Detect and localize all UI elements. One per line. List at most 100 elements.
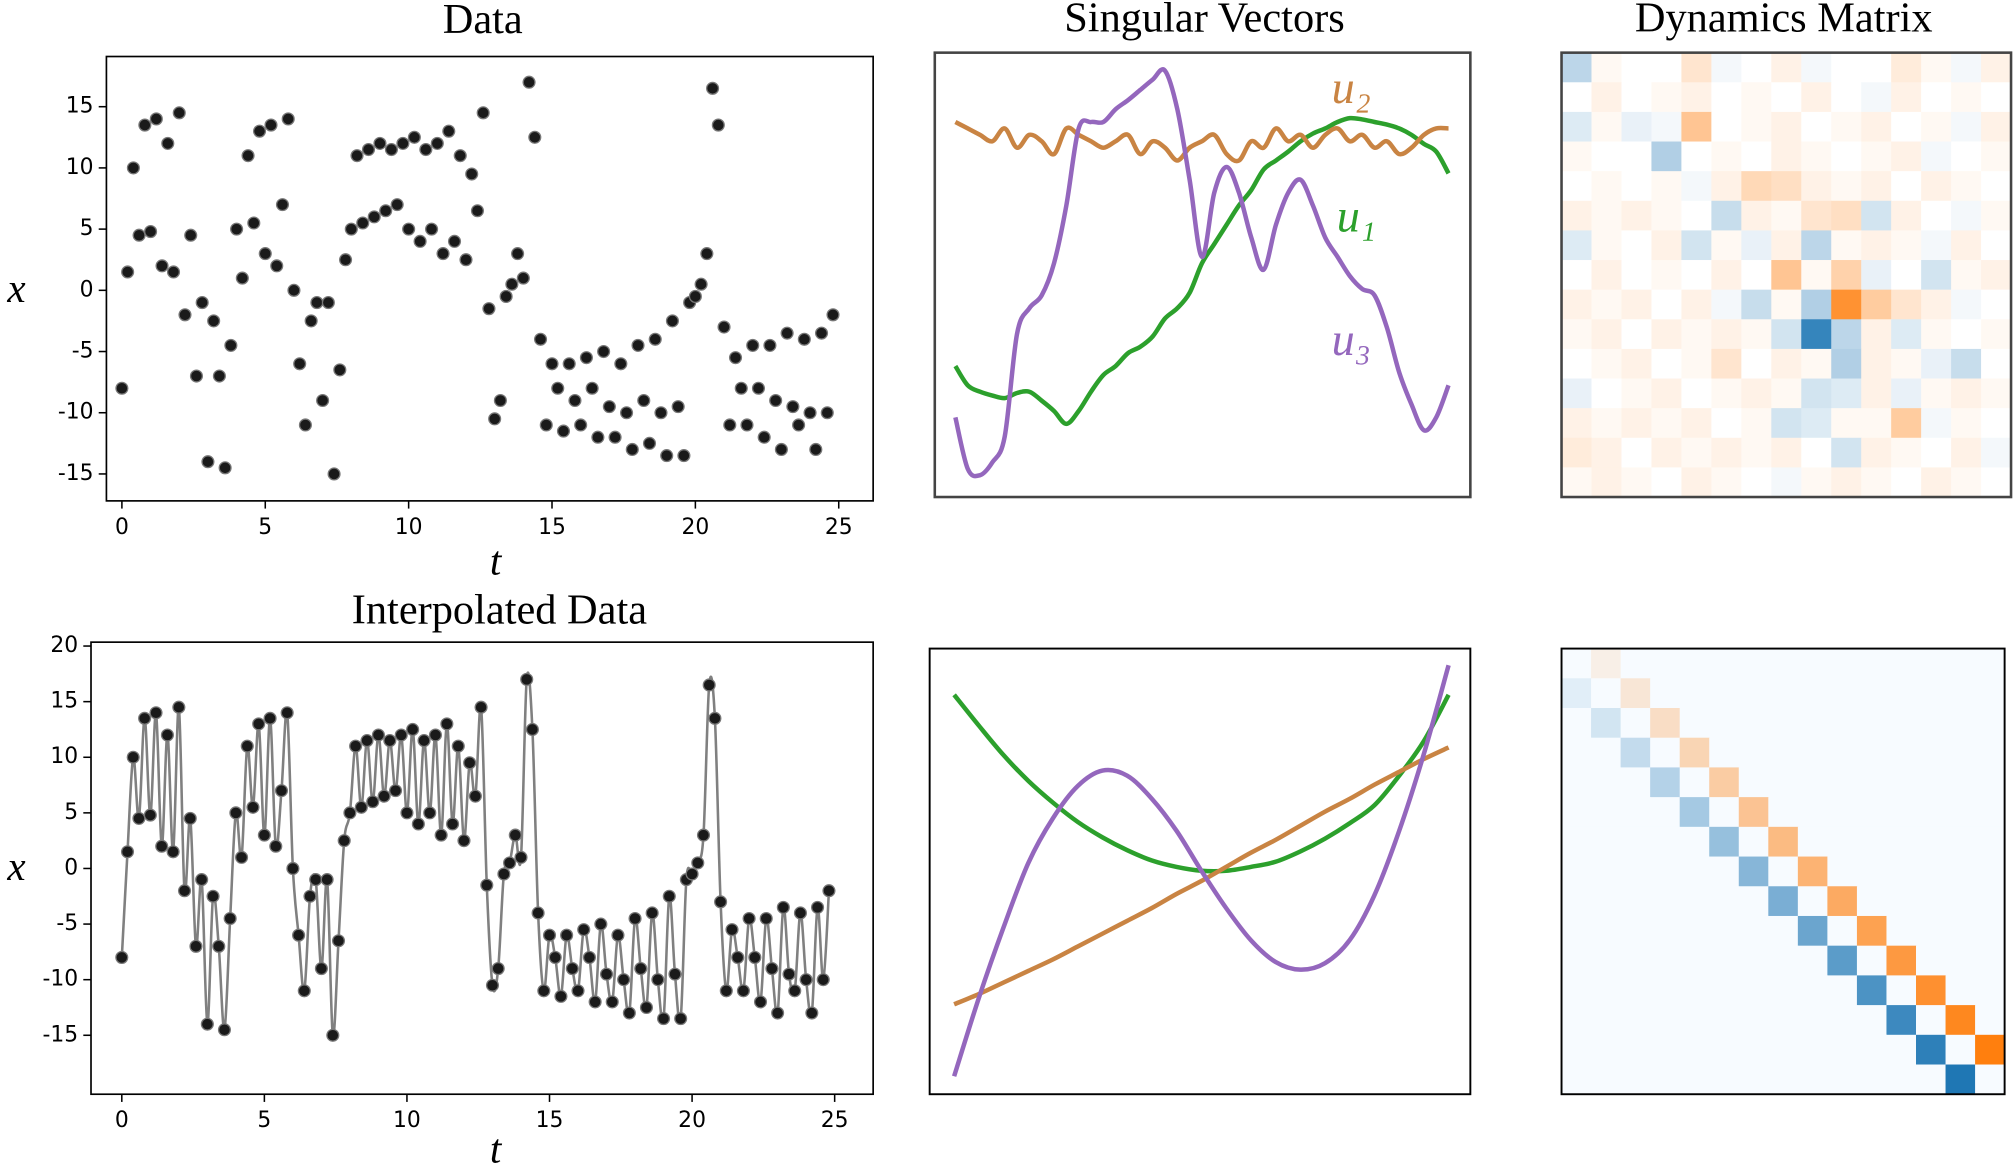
data-point (149, 112, 163, 126)
data-point (316, 393, 330, 408)
heatmap-cell (1916, 648, 1947, 679)
data-point (608, 430, 622, 444)
data-point (177, 884, 192, 898)
heatmap-cell (1768, 826, 1799, 858)
heatmap-cell (1916, 915, 1947, 947)
heatmap-cell (1827, 648, 1858, 679)
heatmap-cell (1951, 141, 1982, 172)
heatmap-cell (1856, 707, 1887, 739)
data-point (235, 850, 249, 864)
heatmap-cell (1591, 141, 1622, 172)
heatmap-cell (1827, 737, 1858, 768)
heatmap-cell (1891, 260, 1922, 291)
heatmap-cell (1651, 52, 1682, 83)
heatmap-cell (1921, 289, 1952, 320)
heatmap-cell (1709, 915, 1740, 947)
heatmap-cell (1891, 230, 1922, 261)
heatmap-cell (1591, 737, 1622, 768)
y-tick-label: 0 (64, 855, 78, 880)
heatmap-cell (1650, 975, 1681, 1006)
heatmap-cell (1886, 915, 1917, 947)
chart-title: Dynamics Matrix (1635, 0, 1933, 42)
heatmap-cell (1679, 945, 1710, 976)
data-point (337, 834, 351, 848)
heatmap-cell (1886, 1005, 1917, 1036)
heatmap-cell (1951, 52, 1982, 83)
data-point (476, 106, 490, 120)
heatmap-cell (1651, 348, 1682, 380)
heatmap-cell (1771, 230, 1802, 261)
heatmap-cell (1981, 467, 2012, 498)
plot-frame (1560, 647, 2006, 1096)
heatmap-cell (1681, 378, 1712, 409)
data-point (367, 210, 381, 224)
heatmap-cell (1861, 111, 1892, 143)
data-point (390, 198, 404, 212)
data-point (292, 928, 306, 942)
heatmap-cell (1801, 319, 1832, 350)
data-point (803, 406, 817, 420)
heatmap-cell (1650, 1034, 1681, 1066)
heatmap-cell (1945, 707, 1976, 739)
heatmap-cell (1831, 171, 1862, 202)
heatmap-cell (1856, 886, 1887, 917)
data-point (252, 124, 267, 138)
data-point (264, 118, 278, 132)
heatmap-cell (1679, 678, 1710, 709)
heatmap-cell (1797, 886, 1828, 917)
heatmap-cell (1891, 200, 1922, 231)
heatmap-cell (1831, 260, 1862, 291)
heatmap-cell (1951, 348, 1982, 380)
data-point (223, 911, 237, 926)
data-point (457, 834, 471, 848)
heatmap-cell (1975, 975, 2006, 1006)
heatmap-cell (1856, 975, 1887, 1006)
heatmap-cell (1651, 289, 1682, 320)
heatmap-cell (1681, 111, 1712, 143)
data-point (224, 338, 238, 352)
x-tick-label: 25 (825, 515, 853, 540)
heatmap-cell (1651, 260, 1682, 291)
data-point (373, 136, 387, 150)
data-point (820, 406, 834, 420)
heatmap-cell (1861, 230, 1892, 261)
heatmap-cell (1861, 141, 1892, 172)
heatmap-cell (1771, 52, 1802, 83)
heatmap-cell (1886, 1034, 1917, 1066)
heatmap-cell (1679, 1034, 1710, 1066)
heatmap-cell (1561, 82, 1593, 113)
heatmap-cell (1650, 1005, 1681, 1036)
heatmap-cell (1620, 797, 1651, 828)
data-point (677, 449, 691, 463)
heatmap-cell (1886, 648, 1917, 679)
heatmap-cell (1738, 826, 1769, 858)
heatmap-cell (1801, 289, 1832, 320)
heatmap-cell (1951, 289, 1982, 320)
heatmap-cell (1831, 141, 1862, 172)
y-tick-label: 20 (50, 633, 78, 658)
heatmap-cell (1916, 886, 1947, 917)
heatmap-cell (1738, 886, 1769, 917)
heatmap-cell (1591, 378, 1622, 409)
data-point (371, 728, 385, 742)
data-point (694, 277, 708, 291)
heatmap-cell (1591, 230, 1622, 261)
heatmap-cell (1741, 467, 1772, 498)
data-point (620, 406, 634, 420)
heatmap-cell (1561, 797, 1592, 828)
data-point (826, 308, 840, 322)
heatmap-cell (1738, 1034, 1769, 1066)
heatmap-cell (1771, 467, 1802, 498)
heatmap-cell (1651, 141, 1682, 172)
heatmap-cell (1561, 111, 1593, 143)
data-point (293, 357, 307, 371)
heatmap-cell (1711, 289, 1742, 320)
data-point (539, 418, 553, 432)
data-point (642, 436, 657, 450)
data-point (671, 400, 685, 414)
heatmap-cell (1861, 52, 1892, 83)
heatmap-cell (1771, 171, 1802, 202)
y-axis-label: x (6, 843, 25, 889)
heatmap-cell (1591, 707, 1622, 739)
heatmap-cell (1981, 200, 2012, 231)
